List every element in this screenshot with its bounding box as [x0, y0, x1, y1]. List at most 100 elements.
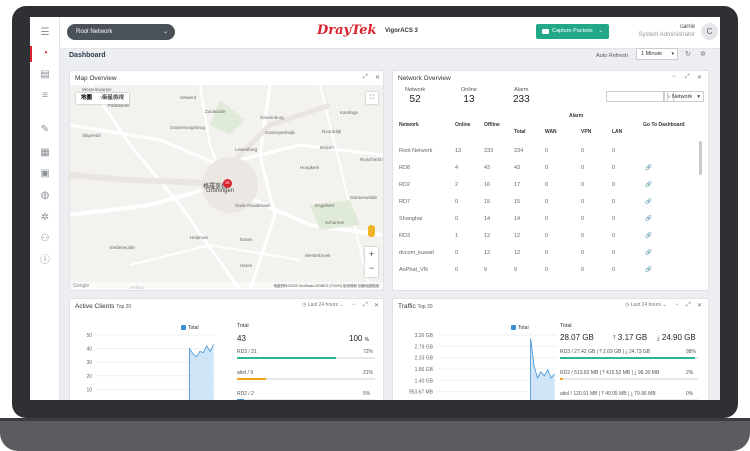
network-overview-panel: Network Overview − ⤢ ✕ Network 52 Online 1… [392, 70, 709, 291]
go-to-dashboard-link-icon[interactable]: 🔗 [645, 233, 652, 239]
go-to-dashboard-link-icon[interactable]: 🔗 [645, 267, 652, 273]
go-to-dashboard-link-icon[interactable]: 🔗 [645, 250, 652, 256]
close-icon[interactable]: ✕ [697, 303, 703, 309]
entry-progress-fill [560, 378, 563, 380]
map-place-label: Hoogkerk [300, 165, 320, 170]
entry-percent: 0% [686, 391, 694, 397]
product-name: VigorACS 3 [385, 28, 418, 34]
cell-name: RD2 [399, 182, 411, 188]
minimize-icon[interactable]: − [675, 302, 679, 308]
table-row: RD3 1 12 12 0 0 0 🔗 [393, 228, 706, 245]
cell-wan: 0 [545, 267, 549, 273]
upload-icon: ⤒ [613, 336, 616, 342]
auto-refresh-select[interactable]: 1 Minute ▾ [636, 48, 678, 60]
map-place-label: Paddepoel [108, 103, 130, 108]
entry-label: RD2 / 2 [237, 391, 254, 397]
cell-vpn: 0 [581, 267, 585, 273]
go-to-dashboard-link-icon[interactable]: 🔗 [645, 165, 652, 171]
cell-name: Root Network [399, 148, 433, 154]
settings-icon[interactable]: ✲ [700, 51, 706, 58]
tab-satellite[interactable]: 衛星檢視 [102, 95, 125, 101]
cell-offline: 9 [484, 267, 488, 273]
cell-total: 17 [514, 182, 521, 188]
capture-packets-button[interactable]: Capture Packets ⌄ [536, 24, 609, 39]
dashboard-icon[interactable]: ◔ [41, 48, 49, 59]
cell-online: 2 [455, 182, 459, 188]
close-icon[interactable]: ✕ [697, 75, 703, 81]
screen: ☰ ◔ ▤ ≡ ✎ ▦ ▣ ◍ ✲ ⚇ ⓘ Root Network ⌄ Dra… [30, 17, 720, 400]
entry-percent: 21% [363, 370, 374, 376]
user-info[interactable]: carrie System Administrator [615, 23, 695, 39]
y-tick-label: 2.33 GB [415, 356, 434, 362]
menu-icon[interactable]: ☰ [40, 27, 50, 38]
range-select[interactable]: ◷ Last 24 hours ⌄ [625, 302, 667, 308]
info-icon[interactable]: ⓘ [40, 255, 50, 266]
sliders-icon[interactable]: ≡ [42, 90, 48, 101]
total-upload: ⤒ 3.17 GB [613, 333, 648, 342]
go-to-dashboard-link-icon[interactable]: 🔗 [645, 182, 652, 188]
map-place-label: Oude Roodehaan [235, 203, 271, 208]
cell-lan: 0 [612, 182, 616, 188]
device-cluster-marker[interactable]: 55 [223, 179, 232, 188]
zoom-in-button[interactable]: + [368, 249, 375, 259]
gear-icon[interactable]: ✲ [40, 212, 50, 223]
city-label-en: Groningen [206, 188, 235, 194]
cell-total: 12 [514, 233, 521, 239]
expand-icon[interactable]: ⤢ [686, 302, 691, 308]
cell-lan: 0 [612, 216, 616, 222]
minimize-icon[interactable]: − [672, 74, 676, 80]
range-select[interactable]: ◷ Last 24 hours ⌄ [302, 302, 344, 308]
monitoring-icon[interactable]: ▤ [40, 69, 50, 80]
cell-online: 0 [455, 216, 459, 222]
col-wan: WAN [545, 129, 557, 135]
wrench-icon[interactable]: ✎ [40, 124, 50, 135]
network-search-input[interactable]: ⌕ [606, 91, 674, 102]
cell-offline: 14 [484, 216, 491, 222]
users-icon[interactable]: ⚇ [40, 233, 50, 244]
active-clients-chart: 50403020100 [86, 333, 216, 400]
auto-refresh-label: Auto Refresh [596, 53, 629, 59]
devices-icon[interactable]: ▣ [40, 168, 50, 179]
table-scrollbar[interactable] [699, 141, 702, 175]
tab-map[interactable]: 地圖 [81, 95, 93, 101]
close-icon[interactable]: ✕ [374, 303, 380, 309]
col-total: Total [514, 129, 526, 135]
fullscreen-icon[interactable]: ⛶ [366, 92, 378, 104]
brand-logo: DrayTek [317, 23, 377, 38]
street-view-icon[interactable] [368, 225, 375, 237]
refresh-icon[interactable]: ↻ [685, 51, 691, 58]
reports-icon[interactable]: ▦ [40, 147, 50, 158]
cell-name: RD7 [399, 199, 411, 205]
cell-vpn: 0 [581, 165, 585, 171]
minimize-icon[interactable]: − [352, 302, 356, 308]
go-to-dashboard-link-icon[interactable]: 🔗 [645, 199, 652, 205]
expand-icon[interactable]: ⤢ [685, 74, 690, 80]
globe-icon[interactable]: ◍ [40, 190, 50, 201]
map-place-label: Kardinge [340, 110, 359, 115]
expand-icon[interactable]: ⤢ [363, 302, 368, 308]
go-to-dashboard-link-icon[interactable]: 🔗 [645, 216, 652, 222]
network-filter-select[interactable]: Network ▾ [667, 91, 704, 102]
map-view[interactable]: 地圖 衛星檢視 ⛶ Westerkwartier Vinkhuizen Paddepo… [70, 85, 383, 290]
cell-wan: 0 [545, 165, 549, 171]
table-row: RD2 2 16 17 0 0 0 🔗 [393, 177, 706, 194]
entry-progress-bar [237, 378, 375, 380]
city-label: 格羅寧根 [203, 184, 228, 190]
zoom-out-button[interactable]: − [368, 263, 375, 273]
cell-lan: 0 [612, 250, 616, 256]
close-icon[interactable]: ✕ [375, 75, 381, 81]
total-label: Total [237, 323, 249, 329]
network-selector[interactable]: Root Network ⌄ [67, 24, 175, 40]
cell-total: 234 [514, 148, 524, 154]
camera-icon [542, 29, 549, 34]
map-type-tabs: 地圖 衛星檢視 [76, 93, 130, 104]
entry-progress-bar [560, 399, 698, 400]
table-row: AnPhat_VN 0 9 9 0 0 0 🔗 [393, 262, 706, 279]
laptop-base [0, 421, 750, 451]
avatar[interactable]: C [701, 23, 718, 40]
expand-icon[interactable]: ⤢ [363, 74, 368, 80]
traffic-chart: 3.26 GB 2.79 GB 2.33 GB 1.86 GB 1.40 GB 953.6… [409, 333, 557, 400]
col-network: Network [399, 122, 419, 128]
cell-lan: 0 [612, 199, 616, 205]
